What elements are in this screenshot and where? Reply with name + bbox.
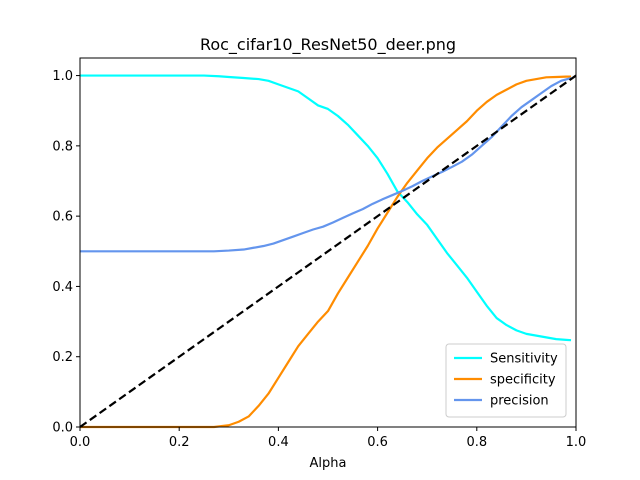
x-tick-label: 1.0 [566, 435, 587, 450]
x-axis-label: Alpha [310, 456, 347, 471]
x-axis-ticks: 0.0 0.2 0.4 0.6 0.8 1.0 [70, 427, 587, 450]
plot-frame [79, 57, 577, 428]
y-tick-label: 0.4 [52, 280, 73, 295]
y-tick-label: 0.0 [52, 421, 73, 436]
y-tick-label: 0.6 [52, 210, 73, 225]
legend-label-sensitivity: Sensitivity [490, 352, 558, 367]
series-line-sensitivity [80, 74, 572, 342]
legend: Sensitivity specificity precision [445, 343, 567, 418]
series-layer [79, 74, 577, 429]
y-tick-label: 0.8 [52, 139, 73, 154]
x-tick-label: 0.2 [169, 435, 190, 450]
x-tick-label: 0.0 [70, 435, 91, 450]
y-tick-label: 0.2 [52, 350, 73, 365]
legend-label-specificity: specificity [490, 373, 556, 388]
x-tick-label: 0.6 [367, 435, 388, 450]
series-line-specificity [80, 75, 572, 429]
chart-title: Roc_cifar10_ResNet50_deer.png [200, 35, 456, 55]
legend-label-precision: precision [490, 394, 549, 409]
legend-box [445, 343, 567, 418]
reference-diagonal-line [79, 74, 577, 428]
x-tick-label: 0.8 [466, 435, 487, 450]
y-axis-ticks: 0.0 0.2 0.4 0.6 0.8 1.0 [52, 69, 80, 436]
x-tick-label: 0.4 [268, 435, 289, 450]
series-line-precision [80, 76, 572, 253]
y-tick-label: 1.0 [52, 69, 73, 84]
